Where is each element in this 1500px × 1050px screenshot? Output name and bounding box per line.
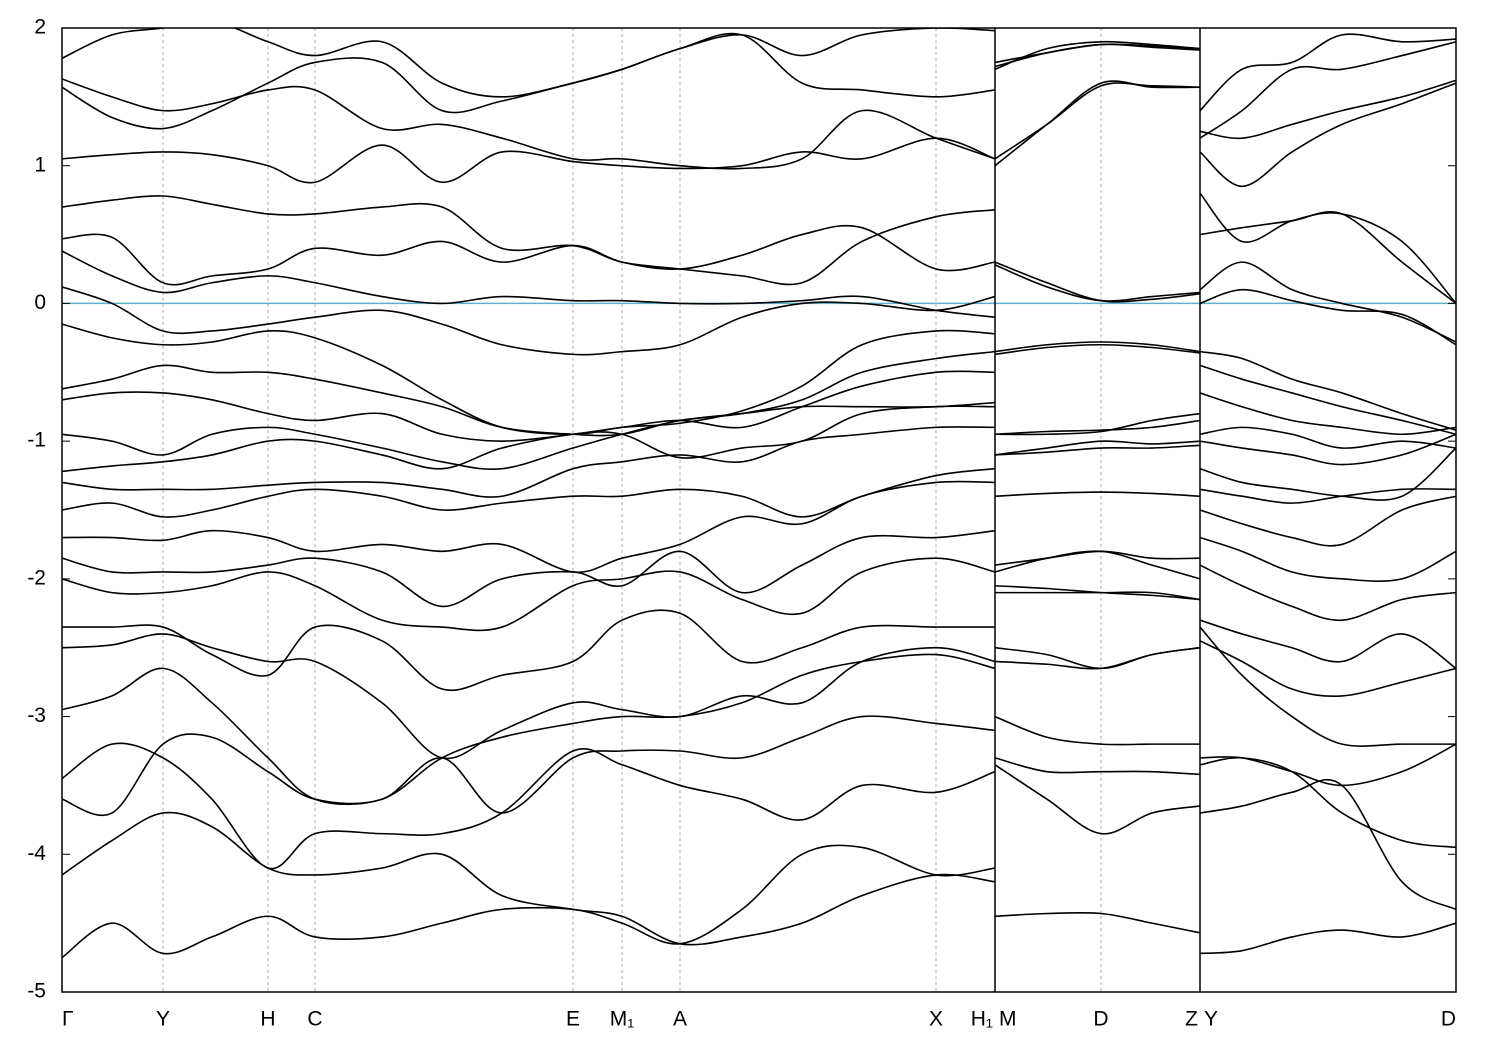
x-tick-label: C	[307, 1008, 322, 1031]
x-tick-label: E	[566, 1008, 580, 1031]
band-line	[62, 715, 1456, 816]
x-tick-label: Y	[156, 1008, 170, 1031]
y-tick-label: 0	[34, 291, 46, 314]
x-tick-label: M	[999, 1008, 1017, 1031]
band-line	[62, 32, 1456, 139]
y-tick-label: -2	[27, 566, 46, 589]
y-tick-label: -1	[27, 429, 46, 452]
x-tick-label: Z	[1185, 1008, 1198, 1031]
x-tick-label: D	[1093, 1008, 1108, 1031]
x-tick-label: H	[260, 1008, 275, 1031]
band-line	[62, 40, 1456, 170]
band-line	[62, 405, 1456, 473]
x-tick-label: Γ	[62, 1008, 74, 1031]
band-line	[62, 250, 1456, 343]
band-line	[62, 82, 1456, 305]
x-tick-label: X	[929, 1008, 943, 1031]
band-line	[62, 341, 1456, 501]
band-line	[62, 412, 1456, 574]
x-tick-label: M₁	[610, 1008, 635, 1031]
band-line	[62, 401, 1456, 470]
plot-frame	[61, 27, 1457, 993]
y-tick-label: -3	[27, 704, 46, 727]
band-line	[62, 440, 1456, 518]
band-line	[62, 764, 1456, 946]
x-tick-label: H₁	[971, 1008, 993, 1031]
band-line	[62, 80, 1456, 304]
band-line	[62, 491, 1456, 608]
band-line	[62, 28, 1456, 112]
band-line	[62, 323, 1456, 670]
y-tick-label: 1	[34, 153, 46, 176]
x-tick-label: A	[673, 1008, 687, 1031]
y-tick-label: -4	[27, 842, 46, 865]
band-line	[62, 370, 1456, 601]
y-tick-label: -5	[27, 980, 46, 1003]
band-line	[62, 550, 1456, 632]
bands	[62, 28, 1456, 959]
y-tick-label: 2	[34, 16, 46, 39]
band-line	[62, 844, 1456, 959]
x-tick-label: Y	[1204, 1008, 1218, 1031]
x-tick-label: D	[1441, 1008, 1456, 1031]
